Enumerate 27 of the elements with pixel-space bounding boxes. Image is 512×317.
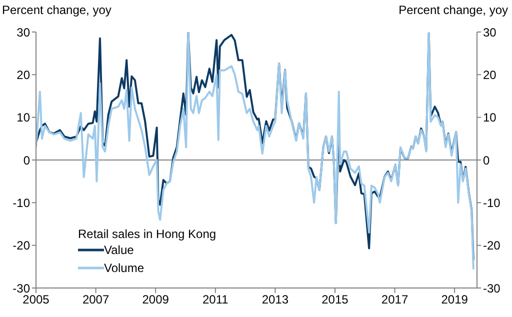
x-tick-label: 2013 [262,292,289,307]
y2-tick-label: -30 [483,281,501,296]
y-tick-label: 10 [16,110,30,125]
x-tick-label: 2015 [322,292,349,307]
y2-tick-label: 0 [483,153,490,168]
y2-tick-label: 30 [483,25,497,40]
x-tick-label: 2005 [22,292,50,307]
legend-title: Retail sales in Hong Kong [78,227,216,241]
y2-tick-label: -20 [483,238,501,253]
y2-tick-label: 10 [483,110,497,125]
y2-tick-label: 20 [483,68,497,82]
x-tick-label: 2011 [202,292,229,307]
x-tick-label: 2009 [142,292,170,307]
y-tick-label: -10 [12,196,30,210]
y-tick-label: 30 [16,25,30,40]
y-axis-title: Percent change, yoy [2,3,112,17]
y2-axis-title: Percent change, yoy [398,3,508,17]
x-tick-label: 2007 [82,292,110,307]
x-tick-label: 2019 [441,292,468,307]
y-tick-label: 0 [23,153,30,168]
y-tick-label: -30 [12,281,30,296]
y-tick-label: 20 [16,68,30,82]
x-tick-label: 2017 [381,292,408,307]
y-tick-label: -20 [12,238,30,253]
legend-label: Volume [104,261,144,275]
legend-label: Value [104,243,134,257]
y2-tick-label: -10 [483,196,501,210]
